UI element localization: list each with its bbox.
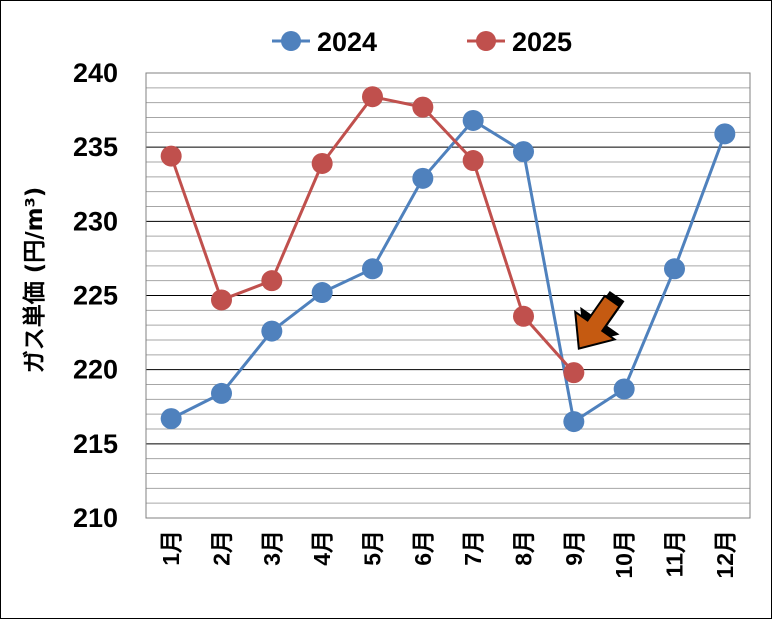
x-tick-label: 3月 <box>259 530 285 566</box>
legend-label: 2025 <box>512 27 572 57</box>
y-tick-label: 240 <box>73 58 118 88</box>
x-tick-label: 10月 <box>611 530 637 579</box>
x-tick-label: 7月 <box>460 530 486 566</box>
x-tick-label: 9月 <box>561 530 587 566</box>
data-point <box>211 289 232 311</box>
data-point <box>211 382 232 404</box>
data-point <box>412 167 434 189</box>
y-tick-label: 210 <box>73 503 118 533</box>
data-point <box>563 362 585 384</box>
legend-item: 2024 <box>272 27 377 57</box>
down-left-arrow-icon <box>574 290 625 350</box>
x-tick-label: 8月 <box>511 530 537 566</box>
data-point <box>613 378 635 400</box>
x-tick-label: 11月 <box>662 530 688 577</box>
y-tick-label: 235 <box>73 132 118 162</box>
x-tick-label: 4月 <box>309 530 335 566</box>
data-point <box>513 305 534 327</box>
data-point <box>513 141 534 163</box>
x-axis-ticks: 1月 2月 3月 4月 5月 6月 7月 8月 9月 10月 11月 12月 <box>158 530 738 579</box>
x-tick-label: 6月 <box>410 530 436 566</box>
x-tick-label: 1月 <box>158 530 184 566</box>
data-point <box>714 123 736 145</box>
data-point <box>311 282 333 304</box>
series-2024 <box>160 109 736 433</box>
arrow-body <box>574 294 621 350</box>
data-point <box>462 150 484 172</box>
series-2025 <box>160 86 585 384</box>
data-point <box>160 408 182 430</box>
x-tick-label: 5月 <box>360 530 386 566</box>
x-tick-label: 2月 <box>209 530 235 566</box>
data-point <box>160 145 182 167</box>
plot-area <box>145 72 751 519</box>
legend-item: 2025 <box>467 27 572 57</box>
data-point <box>412 96 434 118</box>
series-layer <box>160 86 736 433</box>
x-tick-label: 12月 <box>712 530 738 579</box>
data-point <box>261 320 283 342</box>
y-tick-label: 230 <box>73 206 118 236</box>
y-tick-label: 220 <box>73 355 118 385</box>
y-axis-ticks: 210 215 220 225 230 235 240 <box>73 58 118 533</box>
legend-marker <box>281 31 301 51</box>
data-point <box>664 258 685 280</box>
data-point <box>362 86 383 108</box>
y-tick-label: 225 <box>73 281 118 311</box>
series-line <box>170 118 727 424</box>
data-point <box>462 109 484 131</box>
data-point <box>362 258 383 280</box>
legend-label: 2024 <box>317 27 377 57</box>
data-point <box>563 411 585 433</box>
series-line <box>169 95 575 374</box>
legend: 2024 2025 <box>272 27 572 57</box>
y-axis-label: ガス単価 (円/m³) <box>21 187 48 373</box>
data-point <box>311 152 333 174</box>
y-tick-label: 215 <box>73 429 118 459</box>
legend-marker <box>476 31 496 51</box>
data-point <box>261 270 283 292</box>
